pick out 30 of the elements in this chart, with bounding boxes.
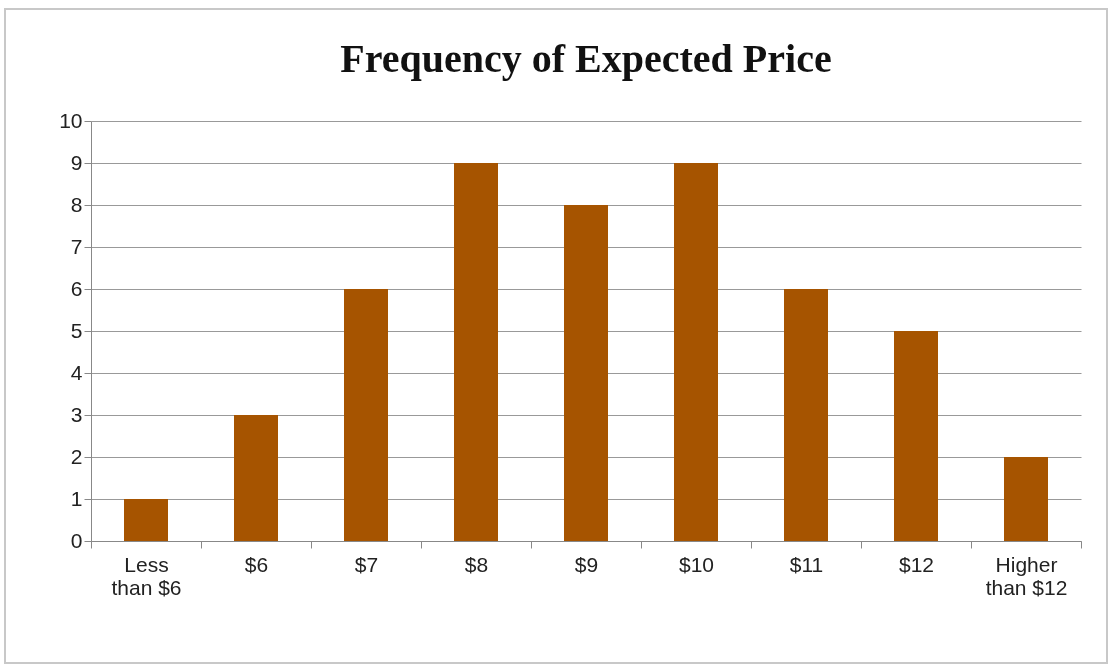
bar: [894, 331, 938, 541]
bar: [1004, 457, 1048, 541]
x-tick-label: $11: [789, 552, 824, 576]
bar: [124, 499, 168, 541]
y-tick-label: 5: [70, 318, 83, 342]
x-tick-label: $9: [574, 552, 599, 576]
x-tick-label: $7: [354, 552, 379, 576]
x-tick-label: Higher than $12: [985, 552, 1068, 599]
bar: [234, 415, 278, 541]
x-tick-label: $12: [898, 552, 935, 576]
y-tick-label: 2: [70, 444, 83, 468]
bar: [454, 163, 498, 541]
y-tick-label: 0: [70, 528, 83, 552]
y-tick-label: 4: [70, 360, 83, 384]
x-tick-label: $6: [244, 552, 269, 576]
y-tick-label: 3: [70, 402, 83, 426]
x-tick-label: $8: [464, 552, 489, 576]
bar: [344, 289, 388, 541]
y-tick-label: 1: [70, 486, 83, 510]
x-tick-label: $10: [678, 552, 715, 576]
bar: [784, 289, 828, 541]
y-tick-label: 6: [70, 276, 83, 300]
y-tick-label: 7: [70, 234, 83, 258]
y-tick-label: 8: [70, 192, 83, 216]
bar: [564, 205, 608, 541]
chart-title: Frequency of Expected Price: [340, 36, 832, 81]
y-tick-label: 10: [59, 108, 83, 132]
bar: [674, 163, 718, 541]
x-tick-label: Less than $6: [111, 552, 182, 599]
y-tick-label: 9: [70, 150, 83, 174]
